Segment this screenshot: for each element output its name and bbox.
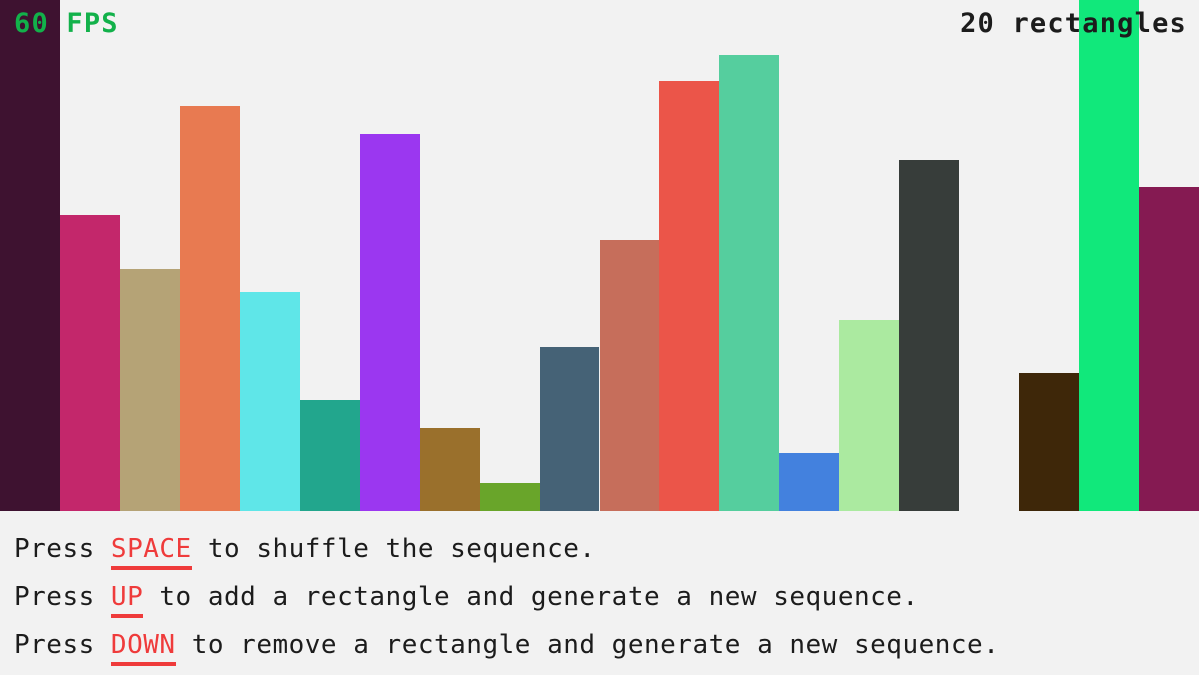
bar-rectangle (1139, 187, 1199, 511)
bar-rectangle (179, 106, 240, 511)
instruction-prefix: Press (14, 630, 111, 660)
bar-rectangle (479, 483, 540, 511)
bar-rectangle (899, 160, 960, 511)
key-up[interactable]: UP (110, 582, 144, 618)
bar-rectangle (119, 269, 180, 511)
instruction-line-add: Press UP to add a rectangle and generate… (14, 573, 1199, 621)
bar-rectangle (599, 240, 660, 511)
bar-rectangle (719, 55, 780, 511)
instruction-line-remove: Press DOWN to remove a rectangle and gen… (14, 621, 1199, 669)
instruction-suffix: to remove a rectangle and generate a new… (175, 630, 1000, 660)
bar-rectangle (539, 347, 600, 511)
key-down[interactable]: DOWN (110, 630, 176, 666)
key-space[interactable]: SPACE (110, 534, 192, 570)
bar-rectangle (659, 81, 720, 511)
bar-rectangle (1019, 373, 1080, 511)
bar-rectangle (0, 0, 60, 511)
fps-counter: 60 FPS (14, 8, 119, 39)
instruction-suffix: to shuffle the sequence. (191, 534, 596, 564)
bar-rectangle (1079, 0, 1140, 511)
instruction-suffix: to add a rectangle and generate a new se… (143, 582, 919, 612)
rectangle-sequence-chart (0, 0, 1199, 511)
bar-rectangle (419, 428, 480, 511)
instruction-prefix: Press (14, 582, 111, 612)
instructions-panel: Press SPACE to shuffle the sequence. Pre… (0, 511, 1199, 675)
bar-rectangle (239, 292, 300, 511)
bar-rectangle (59, 215, 120, 511)
instruction-prefix: Press (14, 534, 111, 564)
rectangle-count-label: 20 rectangles (960, 8, 1187, 39)
instruction-line-shuffle: Press SPACE to shuffle the sequence. (14, 525, 1199, 573)
bar-rectangle (359, 134, 420, 511)
bar-rectangle (839, 320, 900, 511)
bar-rectangle (779, 453, 840, 511)
bar-rectangle (299, 400, 360, 511)
